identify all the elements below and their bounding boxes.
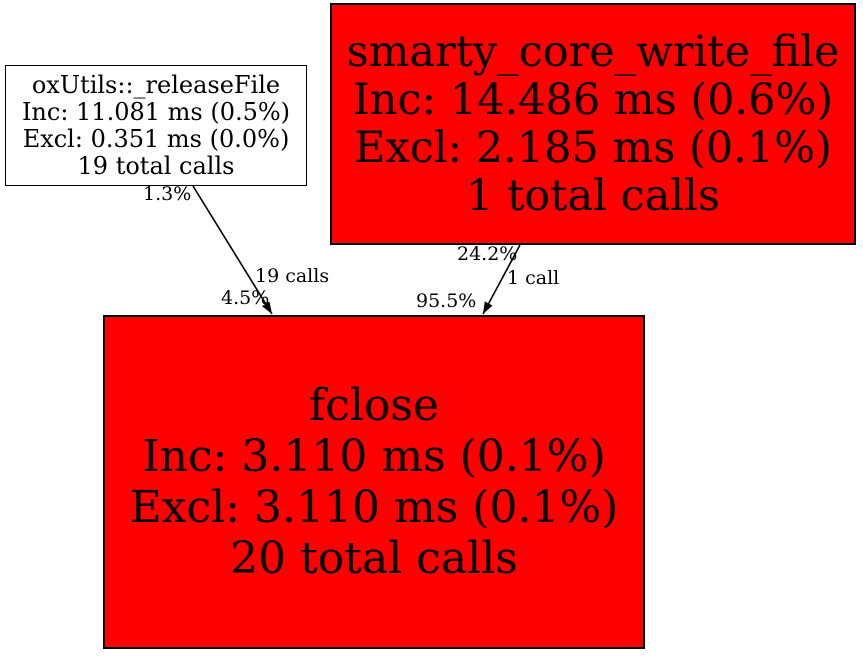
node-total-calls: 1 total calls <box>466 171 720 221</box>
edge-label-call-count: 19 calls <box>255 265 330 287</box>
edge-label-call-count: 1 call <box>507 267 560 289</box>
edge-label-source-percent: 1.3% <box>143 183 192 205</box>
node-exclusive-time: Excl: 0.351 ms (0.0%) <box>22 124 290 153</box>
node-exclusive-time: Excl: 3.110 ms (0.1%) <box>129 482 619 533</box>
node-smarty-core-write-file: smarty_core_write_file Inc: 14.486 ms (0… <box>330 3 856 245</box>
node-inclusive-time: Inc: 14.486 ms (0.6%) <box>352 75 834 125</box>
edge-label-target-percent: 95.5% <box>416 290 477 312</box>
node-total-calls: 19 total calls <box>77 151 235 180</box>
node-title: smarty_core_write_file <box>346 27 840 77</box>
edge-label-source-percent: 24.2% <box>457 243 518 265</box>
node-oxutils-releasefile: oxUtils::_releaseFile Inc: 11.081 ms (0.… <box>5 65 307 186</box>
node-title: oxUtils::_releaseFile <box>31 70 281 99</box>
node-total-calls: 20 total calls <box>230 533 518 584</box>
node-inclusive-time: Inc: 3.110 ms (0.1%) <box>142 431 606 482</box>
node-title: fclose <box>308 380 440 431</box>
node-inclusive-time: Inc: 11.081 ms (0.5%) <box>21 97 291 126</box>
node-exclusive-time: Excl: 2.185 ms (0.1%) <box>354 123 832 173</box>
node-fclose: fclose Inc: 3.110 ms (0.1%) Excl: 3.110 … <box>103 315 645 649</box>
edge-label-target-percent: 4.5% <box>221 287 270 309</box>
